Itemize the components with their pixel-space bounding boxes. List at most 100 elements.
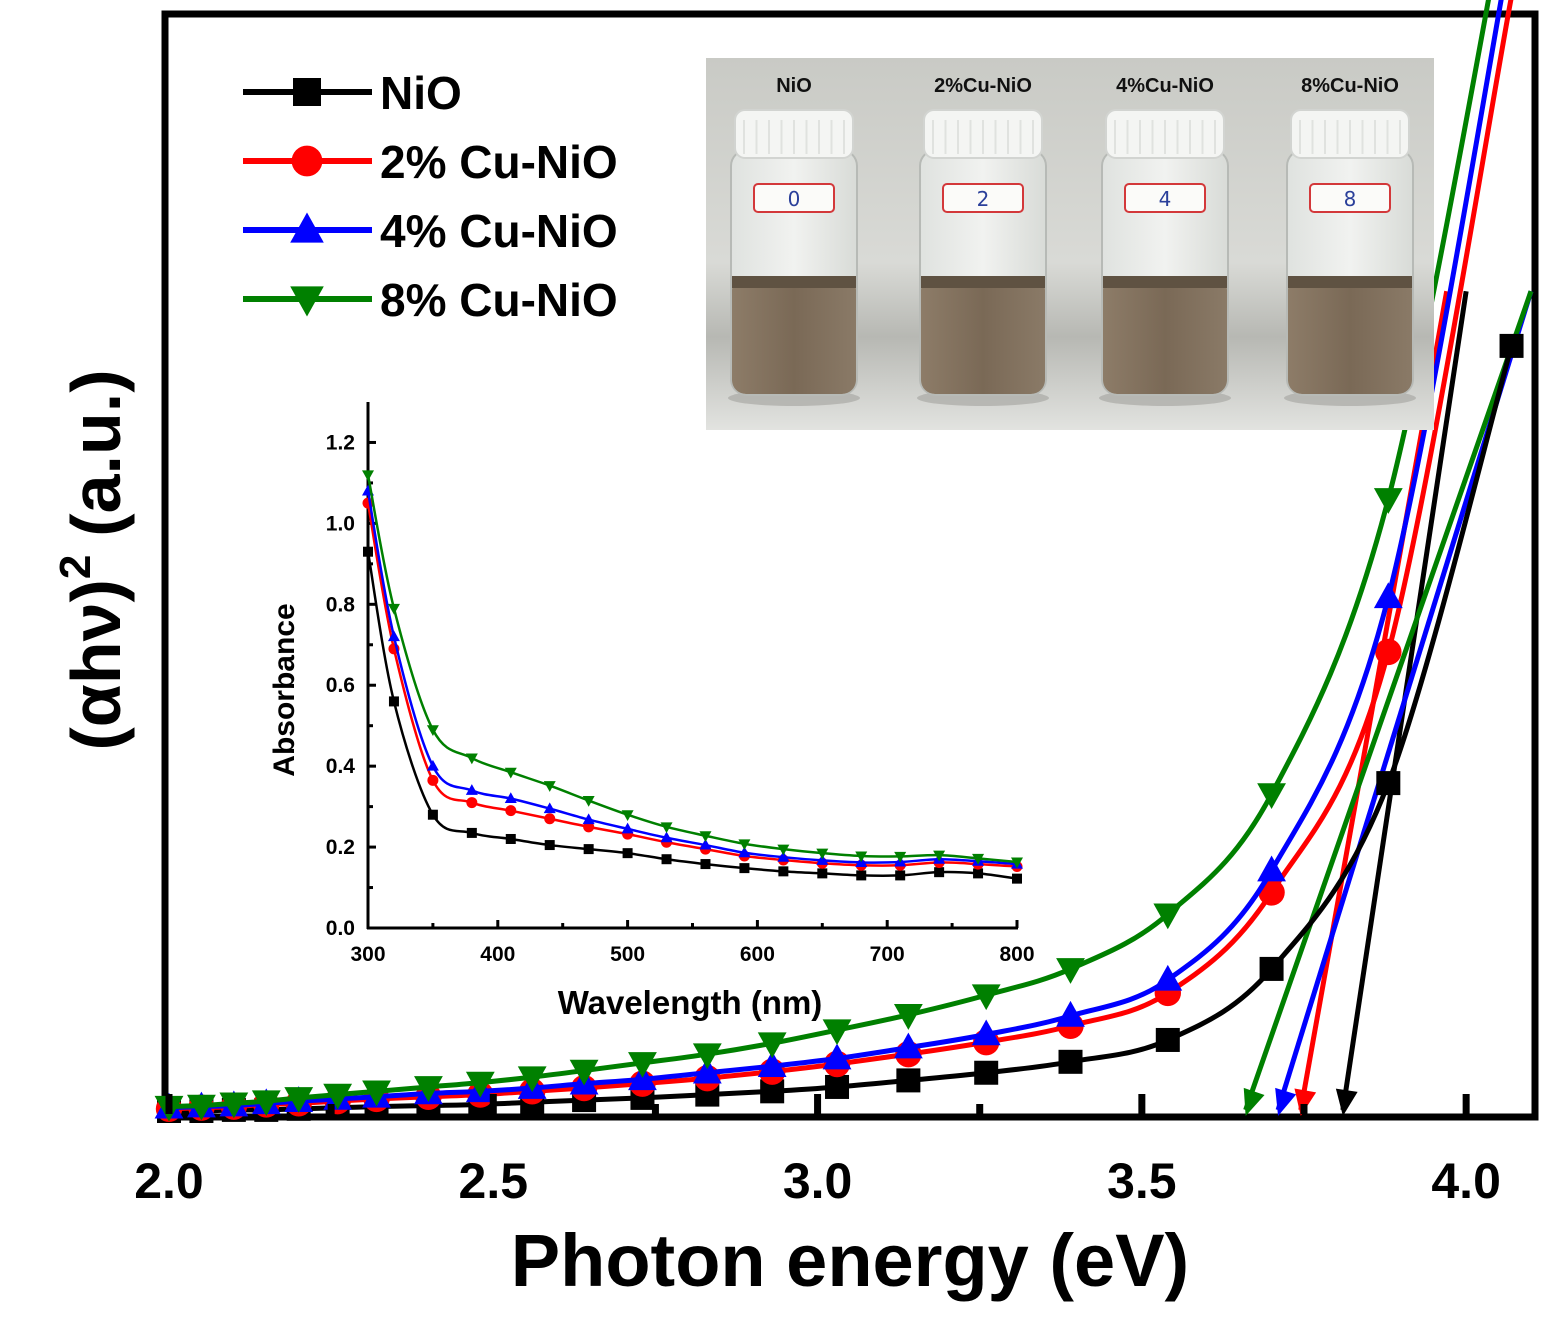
inset-data-point xyxy=(621,810,634,821)
inset-data-point xyxy=(1012,873,1022,884)
vial-sticker xyxy=(942,183,1024,213)
main-data-point xyxy=(414,1076,443,1102)
inset-data-point xyxy=(388,696,399,707)
main-data-point xyxy=(251,1090,281,1117)
inset-y-tick-label: 0.0 xyxy=(326,917,355,940)
legend-marker xyxy=(290,286,324,317)
vial-label: NiO xyxy=(776,75,812,97)
inset-data-point xyxy=(855,851,868,863)
inset-data-point xyxy=(465,753,478,765)
main-data-point xyxy=(517,1066,547,1093)
vial-sticker xyxy=(1309,183,1391,213)
main-data-point xyxy=(1153,903,1183,930)
inset-data-point xyxy=(466,827,477,838)
main-data-point xyxy=(893,1032,923,1059)
vial: NiO 0 xyxy=(728,75,860,406)
inset-data-point xyxy=(504,767,517,779)
y-axis-label-superscript: 2 xyxy=(51,555,100,579)
inset-data-point xyxy=(582,813,595,825)
inset-y-tick-label: 0.6 xyxy=(326,674,355,697)
inset-data-point xyxy=(699,831,712,842)
main-tangent-arrowhead xyxy=(1294,1088,1317,1116)
main-data-point xyxy=(1058,1049,1083,1074)
inset-data-point xyxy=(973,868,984,879)
main-data-point xyxy=(1375,638,1402,666)
main-data-point xyxy=(825,1074,850,1099)
main-data-point xyxy=(628,1052,657,1078)
main-data-point xyxy=(1153,964,1183,991)
main-x-tick-label: 3.5 xyxy=(1107,1153,1177,1209)
inset-data-point xyxy=(739,863,750,874)
vial-label: 8%Cu-NiO xyxy=(1301,75,1399,97)
vial-meniscus xyxy=(921,276,1045,288)
main-data-point xyxy=(971,984,1001,1011)
vial-meniscus xyxy=(732,276,856,288)
main-x-tick-label: 2.0 xyxy=(134,1153,204,1209)
inset-y-tick-label: 1.2 xyxy=(326,431,355,454)
legend-marker xyxy=(291,145,323,177)
main-data-point xyxy=(219,1092,249,1119)
legend: NiO 2% Cu-NiO 4% Cu-NiO 8% Cu-NiO xyxy=(243,67,618,326)
y-axis-label-unit: (a.u.) xyxy=(57,369,135,536)
main-data-point xyxy=(569,1059,599,1086)
main-data-point xyxy=(465,1071,495,1098)
vials-group: NiO 0 2%Cu-NiO 2 4%Cu-NiO 4 8%Cu-NiO 8 xyxy=(728,75,1416,406)
vial-sticker-number: 4 xyxy=(1159,187,1172,211)
vial-liquid xyxy=(732,276,856,394)
inset-x-tick-label: 400 xyxy=(480,943,515,966)
vial-label: 4%Cu-NiO xyxy=(1116,75,1214,97)
main-x-tick-label: 3.0 xyxy=(783,1153,853,1209)
main-x-tick-label: 4.0 xyxy=(1431,1153,1501,1209)
inset-series-line xyxy=(366,474,1018,864)
inset-data-point xyxy=(699,838,712,850)
inset-data-point xyxy=(583,821,595,833)
inset-data-point xyxy=(816,854,829,865)
vial-sticker-number: 8 xyxy=(1344,187,1357,211)
inset-data-point xyxy=(660,822,673,834)
inset-data-point xyxy=(622,848,633,859)
main-data-point xyxy=(757,1032,787,1059)
inset-data-point xyxy=(817,868,828,879)
inset-series-line xyxy=(366,490,1018,866)
legend-marker xyxy=(290,212,324,243)
main-data-point xyxy=(1259,956,1284,981)
main-plot-frame xyxy=(161,10,1539,1121)
vial-liquid xyxy=(921,276,1045,394)
inset-x-tick-label: 800 xyxy=(999,943,1034,966)
inset-x-axis-label: Wavelength (nm) xyxy=(558,984,823,1021)
vial-sticker xyxy=(753,183,835,213)
vial: 2%Cu-NiO 2 xyxy=(917,75,1049,406)
vials-photo-inset: NiO 0 2%Cu-NiO 2 4%Cu-NiO 4 8%Cu-NiO 8 xyxy=(706,58,1434,430)
inset-data-point xyxy=(895,870,906,881)
inset-data-point xyxy=(934,867,945,878)
inset-data-point xyxy=(543,802,556,814)
inset-data-point xyxy=(738,846,751,858)
inset-data-point xyxy=(621,822,634,834)
inset-data-point xyxy=(505,833,516,844)
vial-sticker-number: 2 xyxy=(977,187,990,211)
inset-y-tick-label: 1.0 xyxy=(326,512,355,535)
inset-data-point xyxy=(972,853,985,865)
main-data-point xyxy=(971,1019,1001,1046)
main-data-point xyxy=(757,1051,787,1077)
inset-data-point xyxy=(777,844,790,856)
main-data-point xyxy=(692,1043,722,1070)
main-data-point xyxy=(1056,958,1085,984)
legend-label: 4% Cu-NiO xyxy=(380,205,618,257)
inset-data-point xyxy=(465,784,478,795)
inset-data-point xyxy=(387,630,400,642)
inset-x-tick-label: 500 xyxy=(610,943,645,966)
inset-y-tick-label: 0.2 xyxy=(326,836,355,859)
inset-ticks: 0.0 0.2 0.4 0.6 0.8 1.0 1.2 300 400 500 600 700 800 xyxy=(326,431,1035,966)
main-series-group xyxy=(154,0,1524,1123)
inset-y-tick-label: 0.8 xyxy=(326,593,356,616)
main-data-point xyxy=(284,1087,314,1113)
vial-meniscus xyxy=(1103,276,1227,288)
inset-data-point xyxy=(426,759,439,771)
vial-liquid xyxy=(1288,276,1412,394)
inset-data-point xyxy=(362,470,374,482)
vial-sticker xyxy=(1124,183,1206,213)
inset-data-point xyxy=(583,844,594,855)
